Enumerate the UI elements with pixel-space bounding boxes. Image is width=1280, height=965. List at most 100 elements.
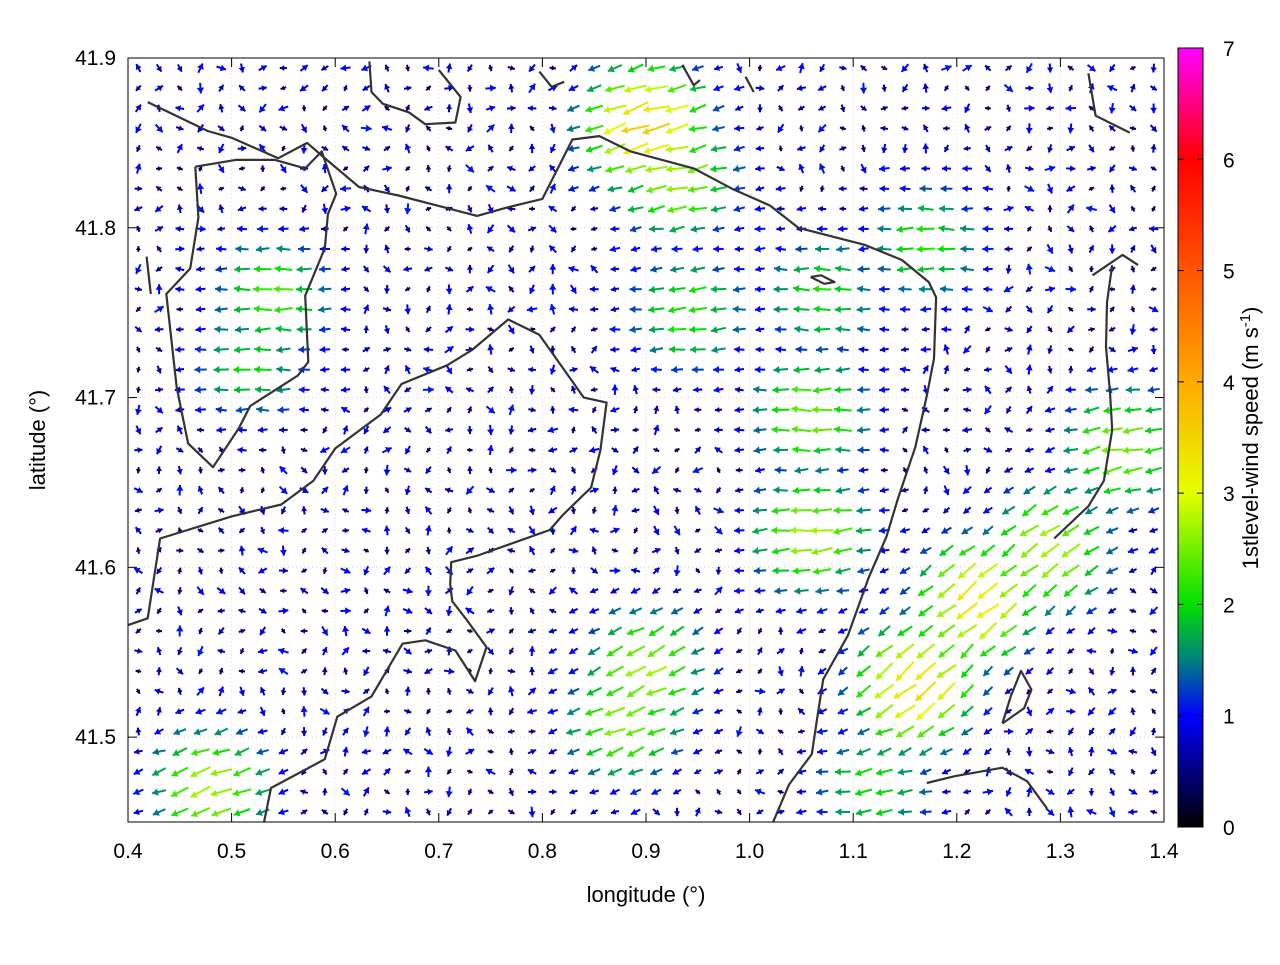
wind-vector-head [511,467,517,474]
wind-vector [488,688,494,696]
wind-vector [342,747,349,757]
wind-vector [508,607,514,614]
wind-vector [363,726,370,736]
wind-vector-head [239,669,243,674]
wind-vector [790,527,812,535]
wind-vector-head [280,206,285,212]
wind-vector [798,666,805,677]
wind-vector [735,608,744,614]
wind-vector-head [234,306,240,313]
wind-vector [548,447,557,453]
wind-vector-head [156,284,163,290]
wind-vector [238,708,247,714]
wind-vector [363,809,368,816]
wind-vector [836,366,850,373]
wind-vector [777,666,784,676]
wind-vector [894,684,917,698]
wind-vector-head [857,265,863,273]
wind-vector [876,663,892,679]
wind-vector-head [136,388,141,392]
wind-vector [488,327,494,332]
wind-vector-head [834,426,840,433]
wind-vector-head [155,326,160,332]
wind-vector [134,487,142,493]
wind-vector-head [713,245,719,252]
wind-vector [941,306,951,313]
wind-vector-head [960,225,966,233]
wind-vector [214,326,228,334]
wind-vector-head [237,447,243,454]
wind-vector [509,769,514,775]
wind-vector [902,407,908,412]
wind-vector [260,165,265,172]
wind-vector [653,425,660,435]
wind-vector-head [404,308,411,314]
wind-vector-head [922,326,927,332]
wind-vector [630,286,642,294]
wind-vector [508,306,515,312]
wind-vector-head [134,809,140,816]
wind-vector [1129,226,1137,232]
wind-vector [1001,647,1015,656]
wind-vector [879,626,891,636]
wind-vector [689,205,707,213]
wind-vector [900,527,910,534]
wind-vector-head [1067,248,1073,254]
wind-vector [135,426,141,435]
wind-vector [529,568,536,574]
wind-vector-head [384,626,391,631]
wind-vector [322,529,328,534]
wind-vector [646,186,666,194]
wind-vector [340,607,350,614]
wind-vector-head [901,387,906,393]
wind-vector [153,809,165,816]
wind-vector [753,386,767,394]
wind-vector [424,748,433,754]
wind-vector-head [960,245,966,253]
wind-vector [634,528,639,534]
wind-vector [509,246,514,253]
wind-vector-head [488,749,492,754]
wind-vector [528,407,535,413]
wind-vector-head [318,286,324,294]
wind-vector [944,408,949,412]
wind-vector [302,568,307,572]
wind-vector-head [214,346,220,354]
wind-vector [1109,667,1115,675]
wind-vector [628,747,644,757]
wind-vector [278,225,288,232]
wind-vector [218,509,224,513]
wind-vector [670,708,684,716]
wind-vector [176,327,184,333]
wind-vector [405,769,411,774]
wind-vector [694,769,701,774]
wind-vector [837,466,849,474]
wind-vector [606,666,623,676]
wind-vector-head [900,527,906,534]
wind-vector-head [880,447,885,454]
wind-vector [447,165,452,172]
wind-vector [916,663,936,680]
wind-vector [653,526,659,535]
wind-vector [301,427,308,433]
wind-vector [628,206,644,213]
wind-vector [571,206,576,211]
wind-vector [939,645,955,657]
wind-vector [253,285,272,293]
wind-vector [736,668,742,673]
wind-vector-head [879,366,885,373]
wind-vector [1047,386,1053,393]
wind-vector [753,406,767,414]
wind-vector-head [528,367,533,373]
wind-vector [447,508,452,514]
wind-vector [695,529,700,533]
wind-vector-head [176,485,183,491]
wind-vector [364,487,370,494]
wind-vector-head [982,245,988,253]
wind-vector [755,688,765,695]
wind-vector [568,185,578,192]
wind-vector [901,547,910,553]
wind-vector [446,747,453,757]
wind-vector [177,144,183,153]
wind-vector [568,748,580,755]
